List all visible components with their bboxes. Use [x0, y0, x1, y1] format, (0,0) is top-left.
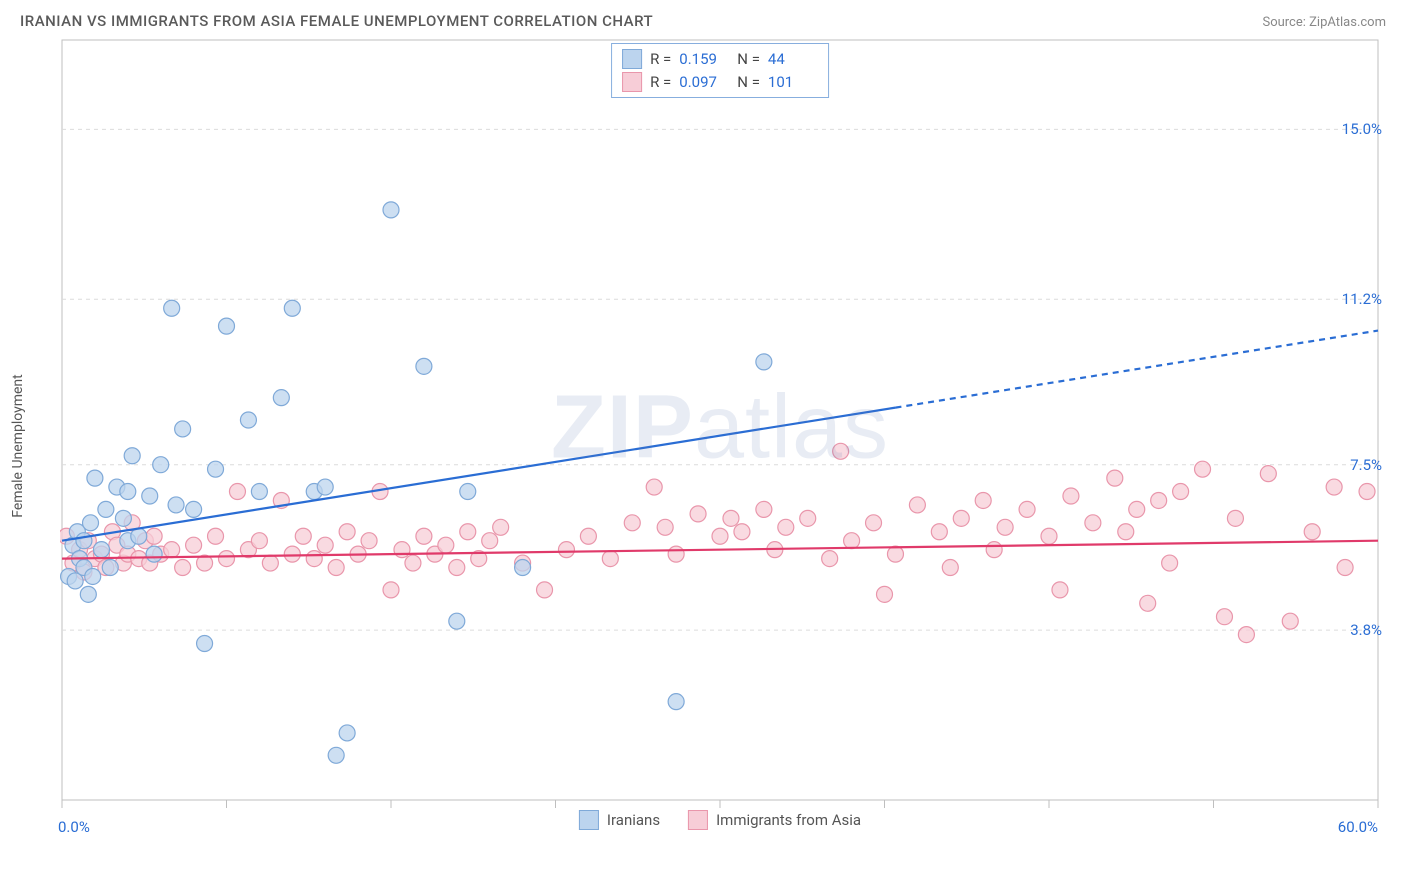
chart-svg — [60, 38, 1380, 828]
x-axis-max-label: 60.0% — [1338, 818, 1378, 836]
series-legend-iranians: Iranians — [579, 810, 660, 830]
legend-row-asia: R = 0.097 N = 101 — [622, 71, 818, 94]
r-value-asia: 0.097 — [679, 71, 729, 94]
series-label-asia: Immigrants from Asia — [716, 811, 861, 829]
title-bar: IRANIAN VS IMMIGRANTS FROM ASIA FEMALE U… — [0, 0, 1406, 38]
n-label: N = — [737, 71, 760, 94]
source-attribution: Source: ZipAtlas.com — [1262, 15, 1386, 30]
series-legend: Iranians Immigrants from Asia — [579, 810, 861, 830]
r-value-iranians: 0.159 — [679, 48, 729, 71]
legend-swatch-iranians — [622, 49, 642, 69]
n-value-asia: 101 — [768, 71, 818, 94]
r-label: R = — [650, 71, 671, 94]
correlation-legend: R = 0.159 N = 44 R = 0.097 N = 101 — [611, 43, 829, 98]
y-tick-label: 15.0% — [1342, 120, 1382, 138]
y-tick-label: 3.8% — [1350, 621, 1382, 639]
legend-row-iranians: R = 0.159 N = 44 — [622, 48, 818, 71]
x-axis-min-label: 0.0% — [58, 818, 90, 836]
n-value-iranians: 44 — [768, 48, 818, 71]
scatter-chart: ZIPatlas R = 0.159 N = 44 R = 0.097 N = … — [60, 38, 1380, 828]
y-tick-label: 11.2% — [1342, 290, 1382, 308]
series-label-iranians: Iranians — [607, 811, 660, 829]
series-legend-asia: Immigrants from Asia — [688, 810, 861, 830]
n-label: N = — [737, 48, 760, 71]
series-swatch-asia — [688, 810, 708, 830]
r-label: R = — [650, 48, 671, 71]
y-tick-label: 7.5% — [1350, 456, 1382, 474]
y-axis-label: Female Unemployment — [10, 374, 26, 518]
series-swatch-iranians — [579, 810, 599, 830]
chart-title: IRANIAN VS IMMIGRANTS FROM ASIA FEMALE U… — [20, 12, 653, 30]
legend-swatch-asia — [622, 72, 642, 92]
